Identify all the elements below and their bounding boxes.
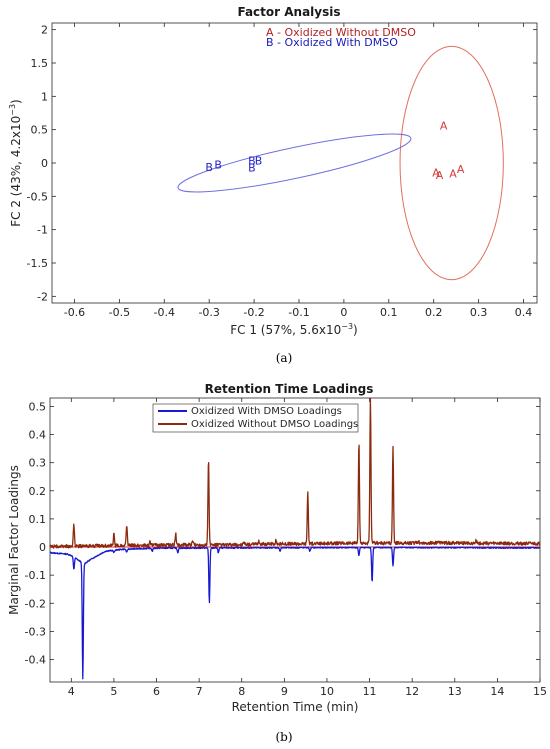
point-b: B	[255, 154, 263, 167]
point-a: A	[432, 166, 440, 179]
chart-b-x-tick-label: 9	[281, 685, 288, 698]
chart-b-x-tick-label: 7	[196, 685, 203, 698]
chart-a-x-tick-label: -0.4	[154, 306, 175, 319]
chart-a-ellipses	[177, 45, 504, 281]
legend-b-entry-without-dmso: Oxidized Without DMSO Loadings	[191, 419, 358, 430]
chart-a-plot-area	[51, 22, 538, 304]
chart-b-x-tick-label: 12	[405, 685, 419, 698]
point-b: B	[248, 154, 256, 167]
chart-a-x-tick-label: 0.2	[425, 306, 443, 319]
series-without-dmso-line	[49, 397, 541, 549]
chart-b-series	[49, 397, 541, 680]
cluster-ellipse-b	[177, 133, 412, 193]
chart-b-x-tick-label: 13	[448, 685, 462, 698]
point-a: A	[436, 169, 444, 182]
chart-b-x-tick-label: 5	[110, 685, 117, 698]
chart-b-legend: Oxidized With DMSO Loadings Oxidized Wit…	[152, 403, 359, 433]
chart-b-y-tick-label: 0.5	[29, 400, 47, 413]
chart-b-y-tick-label: -0.1	[25, 569, 46, 582]
point-b: B	[205, 161, 213, 174]
chart-a-y-tick-label: 1	[41, 90, 48, 103]
factor-analysis-chart: Factor Analysis -0.6 -0.5 -0.4 -0.3 -0.2 -0.1…	[8, 5, 538, 365]
chart-b-y-label: Marginal Factor Loadings	[7, 465, 21, 615]
panel-label-b: (b)	[275, 730, 292, 744]
chart-a-y-label-close: )	[9, 99, 23, 104]
chart-a-x-tick-label: -0.6	[64, 306, 85, 319]
cluster-ellipse-a	[399, 45, 504, 281]
chart-a-x-tick-label: -0.5	[109, 306, 130, 319]
chart-a-y-tick-label: -0.5	[27, 190, 48, 203]
chart-b-x-tick-label: 10	[320, 685, 334, 698]
chart-b-x-tick-label: 14	[490, 685, 504, 698]
chart-b-y-tick-label: 0.3	[29, 457, 47, 470]
chart-b-y-tick-label: 0.2	[29, 485, 47, 498]
chart-a-x-tick-label: 0.4	[515, 306, 533, 319]
chart-a-x-label-close: )	[353, 323, 358, 337]
chart-b-x-axis: 4 5 6 7 8 9 10 11 12 13 14 15	[68, 398, 547, 698]
legend-a-entry-a: A - Oxidized Without DMSO	[266, 26, 416, 39]
chart-b-x-tick-label: 8	[238, 685, 245, 698]
chart-b-y-tick-label: -0.2	[25, 597, 46, 610]
chart-a-x-label-exponent: −3	[341, 322, 353, 331]
chart-a-x-tick-label: -0.1	[288, 306, 309, 319]
chart-b-y-axis: -0.4 -0.3 -0.2 -0.1 0 0.1 0.2 0.3 0.4 0.5	[25, 400, 540, 667]
chart-b-x-tick-label: 4	[68, 685, 75, 698]
chart-a-x-label: FC 1 (57%, 5.6x10−3)	[230, 322, 357, 337]
chart-a-y-label-text: FC 2 (43%, 4.2x10	[9, 116, 23, 227]
chart-a-x-axis: -0.6 -0.5 -0.4 -0.3 -0.2 -0.1 0 0.1 0.2 0.3 0.4	[64, 23, 533, 319]
chart-a-y-tick-label: -2	[37, 290, 48, 303]
chart-b-y-tick-label: 0.1	[29, 513, 47, 526]
retention-time-chart: Retention Time Loadings 4 5 6 7 8 9 10 11 12 13 14…	[7, 382, 547, 744]
chart-a-x-tick-label: 0.3	[470, 306, 488, 319]
point-a: A	[449, 168, 457, 181]
chart-a-legend: A - Oxidized Without DMSO B - Oxidized W…	[266, 26, 416, 49]
chart-b-x-label: Retention Time (min)	[232, 700, 359, 714]
legend-a-entry-b: B - Oxidized With DMSO	[266, 36, 398, 49]
chart-a-y-tick-label: -1	[37, 224, 48, 237]
chart-a-y-label-exponent: −3	[8, 104, 17, 116]
chart-a-y-tick-label: 2	[41, 24, 48, 37]
point-b: B	[248, 162, 256, 175]
series-with-dmso-line	[49, 546, 541, 680]
chart-b-x-tick-label: 6	[153, 685, 160, 698]
legend-b-entry-with-dmso: Oxidized With DMSO Loadings	[191, 406, 342, 417]
chart-b-y-tick-label: -0.3	[25, 625, 46, 638]
chart-a-x-tick-label: -0.3	[198, 306, 219, 319]
chart-b-plot-area	[49, 397, 541, 683]
chart-a-title: Factor Analysis	[237, 5, 340, 19]
point-a: A	[457, 163, 465, 176]
chart-a-y-label: FC 2 (43%, 4.2x10−3)	[8, 99, 23, 226]
chart-b-x-tick-label: 15	[533, 685, 547, 698]
chart-b-legend-box	[152, 403, 359, 433]
chart-a-y-tick-label: 0	[41, 157, 48, 170]
point-b: B	[214, 158, 222, 171]
chart-b-x-tick-label: 11	[363, 685, 377, 698]
panel-label-a: (a)	[276, 351, 293, 365]
chart-a-y-tick-label: -1.5	[27, 257, 48, 270]
chart-a-points: AAA A AB B B BB	[205, 120, 464, 182]
chart-a-x-label-text: FC 1 (57%, 5.6x10	[230, 323, 341, 337]
chart-a-y-axis: -2 -1.5 -1 -0.5 0 0.5 1 1.5 2	[27, 24, 537, 303]
chart-a-y-tick-label: 1.5	[31, 57, 49, 70]
chart-a-x-tick-label: 0.1	[380, 306, 398, 319]
chart-a-x-tick-label: 0	[340, 306, 347, 319]
chart-b-y-tick-label: 0.4	[29, 429, 47, 442]
chart-a-y-tick-label: 0.5	[31, 124, 49, 137]
point-a: A	[440, 120, 448, 133]
chart-b-y-tick-label: 0	[39, 541, 46, 554]
chart-a-x-tick-label: -0.2	[243, 306, 264, 319]
chart-b-y-tick-label: -0.4	[25, 654, 46, 667]
chart-b-title: Retention Time Loadings	[205, 382, 374, 396]
